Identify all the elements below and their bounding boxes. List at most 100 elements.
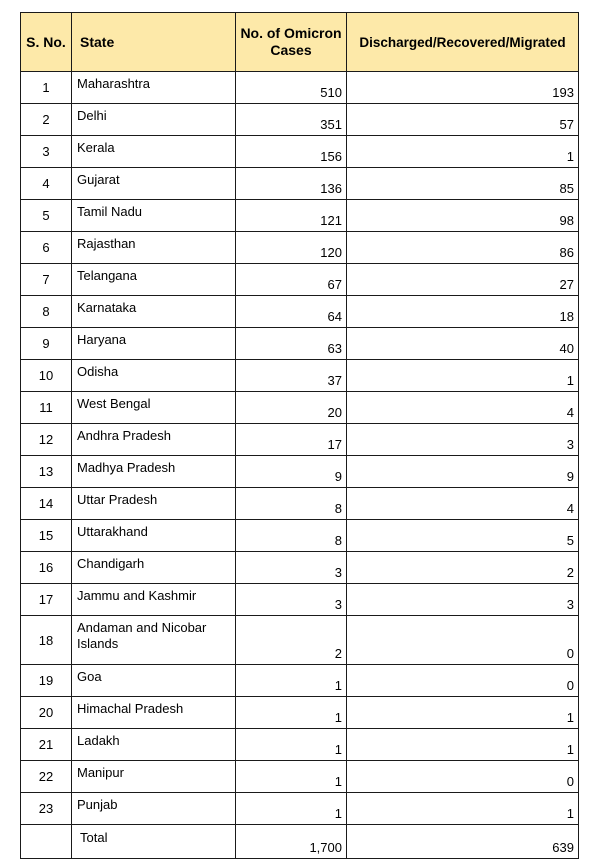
header-discharged: Discharged/Recovered/Migrated: [346, 12, 579, 72]
total-cases: 1,700: [235, 824, 347, 859]
row-cases: 20: [235, 391, 347, 424]
row-cases: 121: [235, 199, 347, 232]
omicron-cases-table: S. No. State No. of Omicron Cases Discha…: [20, 12, 579, 859]
row-cases: 67: [235, 263, 347, 296]
row-discharged: 40: [346, 327, 579, 360]
table-row: 9 Haryana 63 40: [20, 327, 579, 360]
row-sno: 16: [20, 551, 72, 584]
row-sno: 10: [20, 359, 72, 392]
row-cases: 1: [235, 728, 347, 761]
row-state: Punjab: [71, 792, 236, 825]
row-state: Odisha: [71, 359, 236, 392]
total-label: Total: [71, 824, 236, 859]
table-row: 12 Andhra Pradesh 17 3: [20, 423, 579, 456]
row-state: Uttar Pradesh: [71, 487, 236, 520]
row-sno: 20: [20, 696, 72, 729]
row-cases: 3: [235, 551, 347, 584]
row-cases: 120: [235, 231, 347, 264]
table-row: 16 Chandigarh 3 2: [20, 551, 579, 584]
row-cases: 17: [235, 423, 347, 456]
row-sno: 1: [20, 71, 72, 104]
row-state: West Bengal: [71, 391, 236, 424]
table-row: 18 Andaman and Nicobar Islands 2 0: [20, 615, 579, 665]
table-row: 1 Maharashtra 510 193: [20, 71, 579, 104]
table-row: 5 Tamil Nadu 121 98: [20, 199, 579, 232]
row-state: Kerala: [71, 135, 236, 168]
row-discharged: 27: [346, 263, 579, 296]
row-state: Maharashtra: [71, 71, 236, 104]
row-state: Madhya Pradesh: [71, 455, 236, 488]
row-state: Andhra Pradesh: [71, 423, 236, 456]
row-discharged: 2: [346, 551, 579, 584]
row-discharged: 85: [346, 167, 579, 200]
row-sno: 18: [20, 615, 72, 665]
table-row: 14 Uttar Pradesh 8 4: [20, 487, 579, 520]
row-sno: 3: [20, 135, 72, 168]
total-row: Total 1,700 639: [20, 824, 579, 859]
row-state: Jammu and Kashmir: [71, 583, 236, 616]
row-state: Telangana: [71, 263, 236, 296]
row-state: Haryana: [71, 327, 236, 360]
total-sno: [20, 824, 72, 859]
table-row: 2 Delhi 351 57: [20, 103, 579, 136]
row-cases: 1: [235, 760, 347, 793]
row-sno: 5: [20, 199, 72, 232]
row-discharged: 1: [346, 696, 579, 729]
row-discharged: 0: [346, 760, 579, 793]
table-body: 1 Maharashtra 510 193 2 Delhi 351 57 3 Kerala 156 1…: [20, 71, 579, 859]
row-discharged: 3: [346, 423, 579, 456]
table-row: 22 Manipur 1 0: [20, 760, 579, 793]
row-sno: 4: [20, 167, 72, 200]
table-row: 13 Madhya Pradesh 9 9: [20, 455, 579, 488]
row-discharged: 1: [346, 792, 579, 825]
row-cases: 8: [235, 487, 347, 520]
row-discharged: 0: [346, 664, 579, 697]
table-header: S. No. State No. of Omicron Cases Discha…: [20, 12, 579, 72]
table-row: 10 Odisha 37 1: [20, 359, 579, 392]
header-cases: No. of Omicron Cases: [235, 12, 347, 72]
row-state: Uttarakhand: [71, 519, 236, 552]
row-cases: 8: [235, 519, 347, 552]
row-sno: 13: [20, 455, 72, 488]
row-sno: 12: [20, 423, 72, 456]
row-sno: 21: [20, 728, 72, 761]
row-state: Delhi: [71, 103, 236, 136]
table-row: 6 Rajasthan 120 86: [20, 231, 579, 264]
table-row: 7 Telangana 67 27: [20, 263, 579, 296]
table-row: 20 Himachal Pradesh 1 1: [20, 696, 579, 729]
row-discharged: 1: [346, 359, 579, 392]
row-discharged: 4: [346, 487, 579, 520]
row-cases: 136: [235, 167, 347, 200]
row-sno: 14: [20, 487, 72, 520]
row-cases: 1: [235, 664, 347, 697]
row-sno: 23: [20, 792, 72, 825]
row-cases: 156: [235, 135, 347, 168]
row-state: Goa: [71, 664, 236, 697]
table-row: 8 Karnataka 64 18: [20, 295, 579, 328]
row-discharged: 18: [346, 295, 579, 328]
row-sno: 11: [20, 391, 72, 424]
row-cases: 351: [235, 103, 347, 136]
row-cases: 1: [235, 792, 347, 825]
row-discharged: 1: [346, 135, 579, 168]
row-sno: 19: [20, 664, 72, 697]
row-sno: 17: [20, 583, 72, 616]
row-cases: 37: [235, 359, 347, 392]
row-state: Karnataka: [71, 295, 236, 328]
row-state: Andaman and Nicobar Islands: [71, 615, 236, 665]
table-row: 23 Punjab 1 1: [20, 792, 579, 825]
row-cases: 510: [235, 71, 347, 104]
row-cases: 2: [235, 615, 347, 665]
row-cases: 9: [235, 455, 347, 488]
row-state: Chandigarh: [71, 551, 236, 584]
row-discharged: 1: [346, 728, 579, 761]
table-row: 3 Kerala 156 1: [20, 135, 579, 168]
row-sno: 7: [20, 263, 72, 296]
table-row: 15 Uttarakhand 8 5: [20, 519, 579, 552]
row-state: Gujarat: [71, 167, 236, 200]
row-state: Himachal Pradesh: [71, 696, 236, 729]
row-discharged: 4: [346, 391, 579, 424]
row-discharged: 86: [346, 231, 579, 264]
row-discharged: 193: [346, 71, 579, 104]
row-sno: 9: [20, 327, 72, 360]
